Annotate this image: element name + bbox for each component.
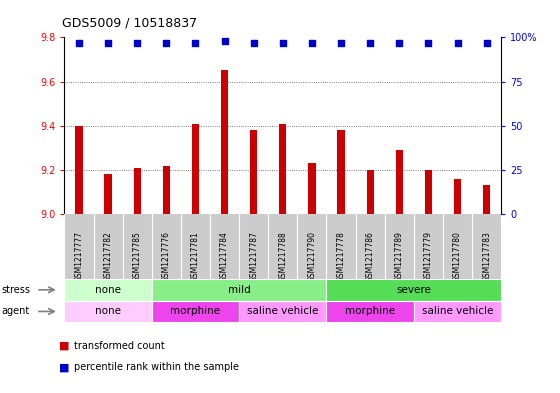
Text: percentile rank within the sample: percentile rank within the sample — [74, 362, 240, 373]
Text: none: none — [95, 285, 121, 295]
Bar — [366, 170, 374, 214]
Bar — [221, 70, 228, 214]
Point — [133, 39, 142, 46]
Point — [74, 39, 83, 46]
Point — [191, 39, 200, 46]
Point — [395, 39, 404, 46]
Text: none: none — [95, 307, 121, 316]
Point — [366, 39, 375, 46]
Point — [249, 39, 258, 46]
Point — [104, 39, 113, 46]
Bar — [337, 130, 344, 214]
Text: transformed count: transformed count — [74, 341, 165, 351]
Bar — [424, 170, 432, 214]
Text: saline vehicle: saline vehicle — [422, 307, 493, 316]
Point — [220, 38, 229, 44]
Text: ■: ■ — [59, 341, 69, 351]
Bar — [192, 123, 199, 214]
Text: stress: stress — [1, 285, 30, 295]
Bar — [250, 130, 257, 214]
Point — [337, 39, 346, 46]
Bar — [279, 123, 286, 214]
Text: morphine: morphine — [170, 307, 221, 316]
Bar — [104, 174, 111, 214]
Bar — [162, 165, 170, 214]
Bar — [133, 168, 141, 214]
Point — [278, 39, 287, 46]
Bar — [395, 150, 403, 214]
Bar — [75, 126, 83, 214]
Bar — [454, 179, 461, 214]
Text: ■: ■ — [59, 362, 69, 373]
Point — [482, 39, 491, 46]
Point — [453, 39, 462, 46]
Text: saline vehicle: saline vehicle — [247, 307, 319, 316]
Bar — [308, 163, 315, 214]
Text: mild: mild — [228, 285, 250, 295]
Point — [307, 39, 316, 46]
Text: agent: agent — [1, 307, 29, 316]
Bar — [483, 185, 491, 214]
Text: severe: severe — [396, 285, 431, 295]
Point — [162, 39, 171, 46]
Point — [424, 39, 433, 46]
Text: GDS5009 / 10518837: GDS5009 / 10518837 — [62, 17, 197, 29]
Text: morphine: morphine — [345, 307, 395, 316]
